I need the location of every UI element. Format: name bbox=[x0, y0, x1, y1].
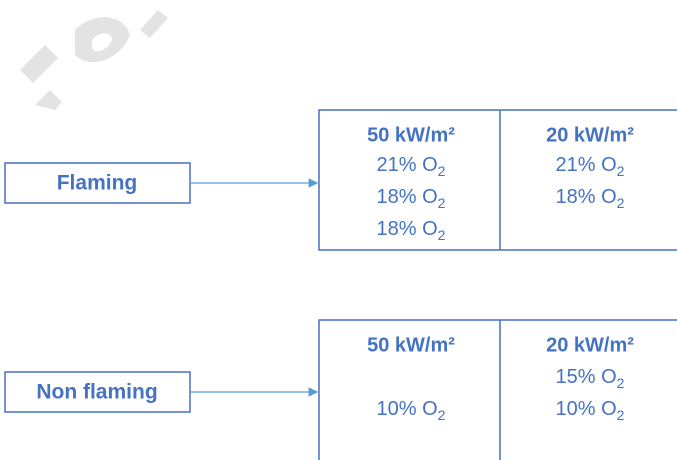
group-label: Non flaming bbox=[36, 381, 157, 404]
subscript: 2 bbox=[617, 407, 625, 423]
subscript: 2 bbox=[438, 407, 446, 423]
column-heading: 20 kW/m² bbox=[546, 124, 634, 146]
condition-text: 18% O bbox=[377, 218, 438, 240]
condition: 10% O2 bbox=[556, 398, 625, 422]
subscript: 2 bbox=[617, 163, 625, 179]
column-heading: 50 kW/m² bbox=[367, 124, 455, 146]
subscript: 2 bbox=[438, 163, 446, 179]
condition-text: 21% O bbox=[556, 154, 617, 176]
condition: 15% O2 bbox=[556, 366, 625, 390]
condition: 18% O2 bbox=[556, 186, 625, 210]
subscript: 2 bbox=[617, 375, 625, 391]
group-label: Flaming bbox=[57, 172, 138, 195]
condition-text: 15% O bbox=[556, 366, 617, 388]
condition-text: 10% O bbox=[556, 398, 617, 420]
condition-text: 10% O bbox=[377, 398, 438, 420]
condition-text: 21% O bbox=[377, 154, 438, 176]
column-heading: 20 kW/m² bbox=[546, 334, 634, 356]
condition: 10% O2 bbox=[377, 398, 446, 422]
condition: 21% O2 bbox=[556, 154, 625, 178]
subscript: 2 bbox=[438, 195, 446, 211]
condition: 21% O2 bbox=[377, 154, 446, 178]
condition: 18% O2 bbox=[377, 218, 446, 242]
subscript: 2 bbox=[438, 227, 446, 243]
watermark bbox=[20, 10, 168, 110]
subscript: 2 bbox=[617, 195, 625, 211]
condition-text: 18% O bbox=[377, 186, 438, 208]
column-heading: 50 kW/m² bbox=[367, 334, 455, 356]
condition-text: 18% O bbox=[556, 186, 617, 208]
table-box bbox=[318, 109, 677, 251]
table-box bbox=[318, 319, 677, 460]
condition: 18% O2 bbox=[377, 186, 446, 210]
